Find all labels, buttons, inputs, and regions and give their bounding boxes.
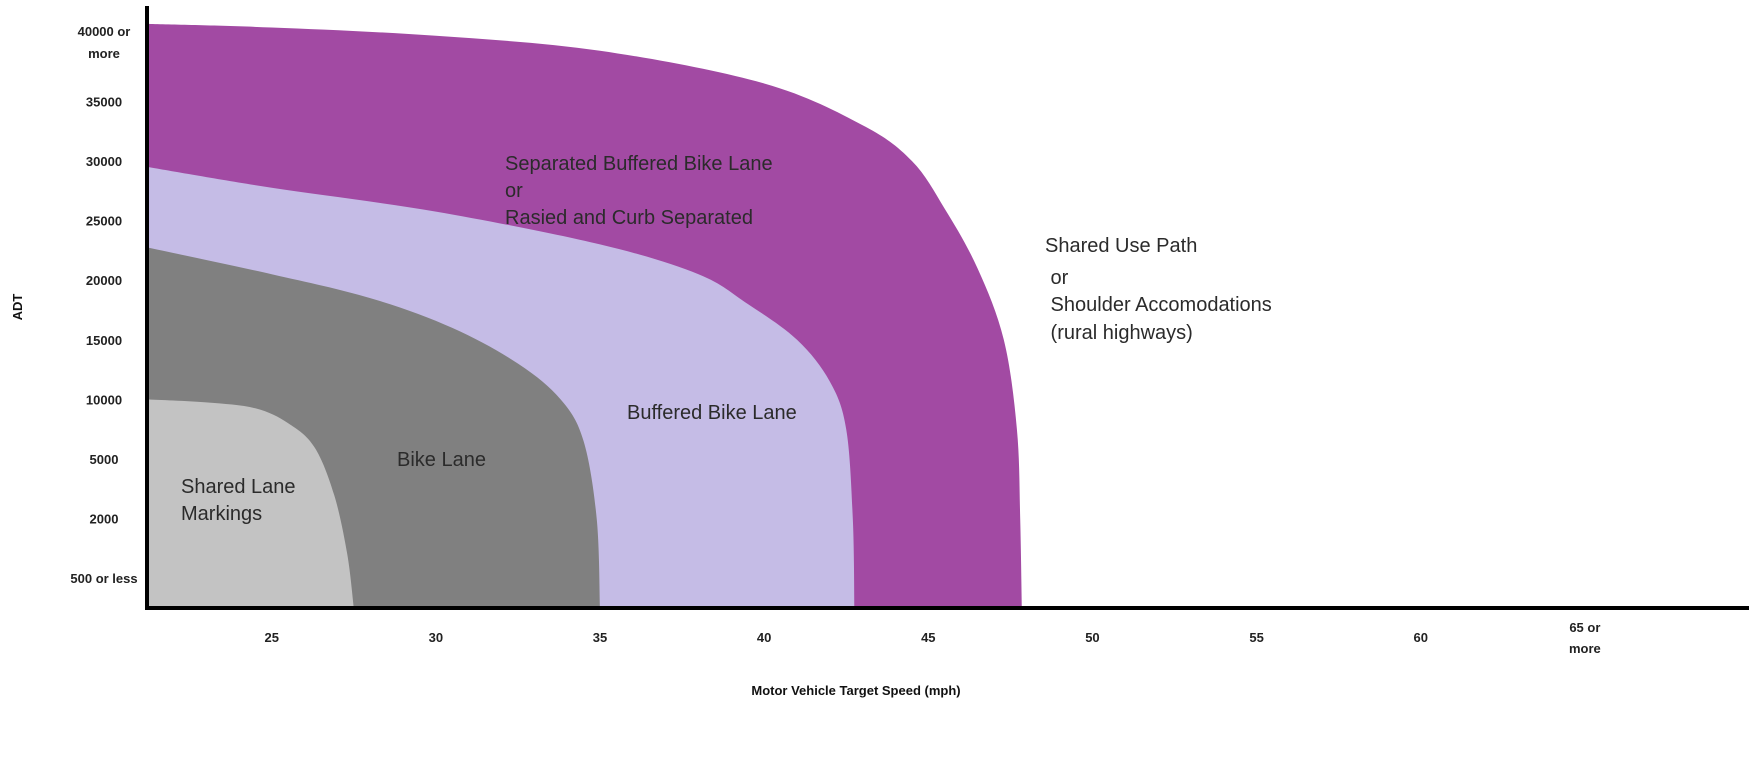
x-tick-label: 25 bbox=[265, 630, 279, 645]
y-tick-label: 20000 bbox=[86, 273, 122, 288]
label-separated-buffered-bike-lane: Separated Buffered Bike Lane or Rasied and… bbox=[505, 153, 773, 229]
label-buffered-bike-lane: Buffered Bike Lane bbox=[627, 402, 797, 424]
chart-axes bbox=[145, 6, 1749, 610]
x-tick-label: 35 bbox=[593, 630, 607, 645]
x-tick-label: 60 bbox=[1413, 630, 1427, 645]
y-tick-label: 5000 bbox=[90, 452, 119, 467]
region-labels: Separated Buffered Bike Lane or Rasied and… bbox=[181, 153, 1272, 525]
x-tick-label: 50 bbox=[1085, 630, 1099, 645]
label-shared-use-path: Shared Use Path or Shoulder Accomodation… bbox=[1045, 235, 1272, 344]
x-tick-label: 40 bbox=[757, 630, 771, 645]
y-axis-title: ADT bbox=[10, 294, 25, 321]
region-shared-lane bbox=[147, 399, 354, 608]
y-tick-label: 500 or less bbox=[70, 571, 137, 586]
label-bike-lane: Bike Lane bbox=[397, 449, 486, 471]
x-tick-label: 65 or more bbox=[1569, 620, 1601, 656]
x-tick-label: 55 bbox=[1249, 630, 1263, 645]
x-axis-title: Motor Vehicle Target Speed (mph) bbox=[751, 683, 960, 698]
tick-labels: 25 30 35 40 45 50 55 60 65 or more 500 or less 2000… bbox=[70, 24, 1600, 656]
y-tick-label: 30000 bbox=[86, 154, 122, 169]
y-tick-label: 35000 bbox=[86, 94, 122, 109]
y-tick-label: 10000 bbox=[86, 392, 122, 407]
y-tick-label: 25000 bbox=[86, 214, 122, 229]
x-tick-label: 30 bbox=[429, 630, 443, 645]
y-tick-label: 40000 or more bbox=[78, 24, 131, 61]
y-tick-label: 2000 bbox=[90, 512, 119, 527]
y-tick-label: 15000 bbox=[86, 333, 122, 348]
chart-regions bbox=[147, 23, 1022, 608]
x-tick-label: 45 bbox=[921, 630, 935, 645]
label-shared-lane: Shared Lane Markings bbox=[181, 476, 296, 525]
